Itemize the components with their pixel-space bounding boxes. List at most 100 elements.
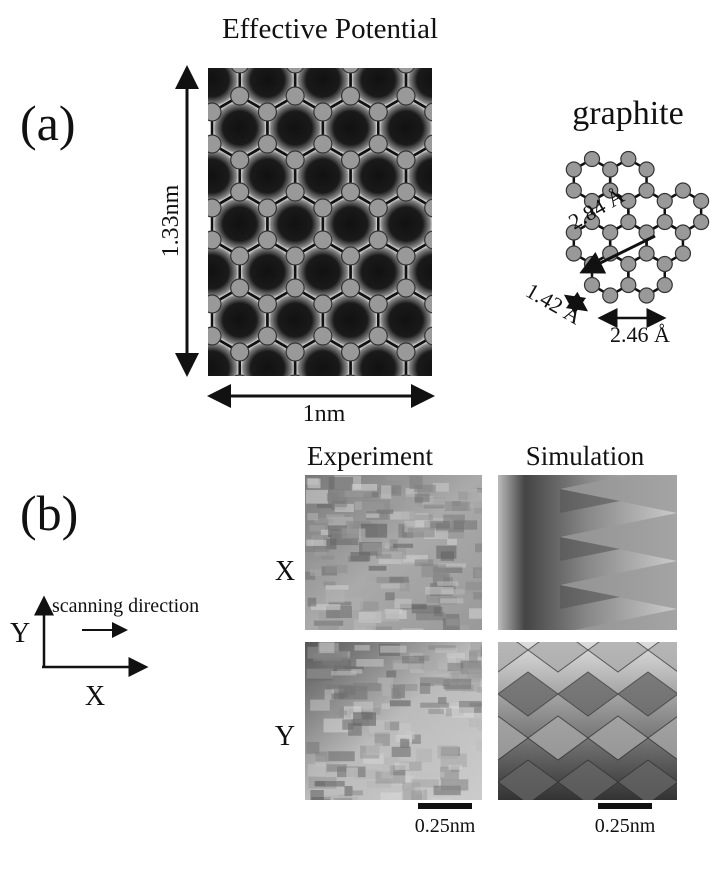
atom <box>480 295 498 313</box>
atom <box>231 87 249 105</box>
texture <box>443 618 460 630</box>
atom <box>175 279 193 297</box>
atom <box>480 327 498 345</box>
atom <box>203 199 221 217</box>
texture <box>340 526 359 539</box>
texture <box>318 626 338 637</box>
atom <box>452 375 470 393</box>
texture <box>308 479 321 489</box>
atom <box>231 279 249 297</box>
atom <box>342 55 360 73</box>
scale-bar <box>598 803 652 809</box>
atom <box>286 343 304 361</box>
texture <box>475 544 487 553</box>
texture <box>411 791 422 804</box>
scan-caption: scanning direction <box>52 595 199 617</box>
texture <box>321 556 334 560</box>
texture <box>314 621 343 626</box>
texture <box>382 765 394 778</box>
atom <box>657 215 672 230</box>
graphite-title: graphite <box>572 95 683 132</box>
texture <box>415 514 433 520</box>
texture <box>386 671 396 678</box>
texture <box>345 786 353 796</box>
atom <box>258 391 276 409</box>
atom <box>369 135 387 153</box>
texture <box>381 792 402 804</box>
atom <box>480 135 498 153</box>
atom <box>675 183 690 198</box>
atom <box>314 135 332 153</box>
column-header: Experiment <box>307 441 433 471</box>
texture <box>420 703 449 708</box>
texture <box>476 740 495 751</box>
atom <box>231 183 249 201</box>
atom <box>694 194 709 209</box>
texture <box>437 745 458 758</box>
atom <box>369 295 387 313</box>
potential-well <box>431 194 492 255</box>
texture <box>325 565 347 573</box>
atom <box>342 343 360 361</box>
bond <box>434 384 489 448</box>
atom <box>369 103 387 121</box>
atom <box>603 162 618 177</box>
scan-image <box>305 642 507 808</box>
atom <box>175 87 193 105</box>
texture <box>382 683 390 695</box>
atom <box>314 199 332 217</box>
atom <box>694 215 709 230</box>
texture <box>346 767 358 777</box>
atom <box>425 199 443 217</box>
texture <box>327 764 347 771</box>
potential-well <box>431 98 492 159</box>
texture <box>307 669 333 679</box>
atom <box>203 39 221 57</box>
texture <box>331 671 356 675</box>
texture <box>366 513 379 518</box>
texture <box>395 763 409 770</box>
atom <box>342 247 360 265</box>
panel-label: (b) <box>20 485 78 541</box>
atom <box>342 151 360 169</box>
texture <box>469 504 494 508</box>
atom <box>425 327 443 345</box>
texture <box>428 709 444 714</box>
texture <box>334 711 347 716</box>
atom <box>639 162 654 177</box>
atom <box>231 151 249 169</box>
atom <box>175 375 193 393</box>
atom <box>231 55 249 73</box>
texture <box>420 683 430 694</box>
atom <box>452 439 470 457</box>
texture <box>435 648 457 653</box>
texture <box>378 678 393 684</box>
texture <box>354 645 369 650</box>
texture <box>394 599 411 609</box>
texture <box>332 694 345 699</box>
texture <box>319 642 334 653</box>
texture <box>313 652 342 661</box>
texture <box>477 718 487 731</box>
atom <box>286 279 304 297</box>
texture <box>380 646 406 653</box>
texture <box>326 514 344 519</box>
texture <box>473 567 484 578</box>
texture <box>401 628 423 640</box>
atom <box>314 103 332 121</box>
texture <box>443 679 471 689</box>
texture <box>382 703 390 709</box>
scan-image <box>498 465 677 657</box>
atom <box>314 231 332 249</box>
scale-bar <box>418 803 472 809</box>
texture <box>416 749 432 763</box>
atom <box>603 225 618 240</box>
atom <box>603 288 618 303</box>
atom <box>425 103 443 121</box>
texture <box>409 657 419 662</box>
texture <box>326 589 345 603</box>
atom <box>480 391 498 409</box>
texture <box>417 772 445 777</box>
distance-label: 1.42 Å <box>522 278 586 330</box>
texture <box>306 540 326 546</box>
